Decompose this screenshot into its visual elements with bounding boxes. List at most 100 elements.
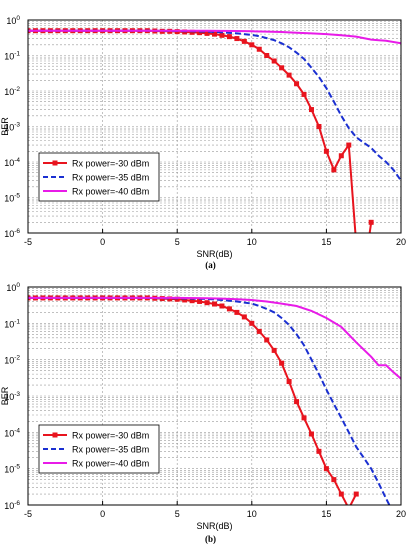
data-point — [286, 379, 292, 385]
data-point — [331, 477, 337, 483]
x-axis-title: SNR(dB) — [196, 521, 232, 531]
y-axis-title: BER — [0, 117, 10, 136]
data-point — [219, 32, 225, 38]
data-point — [219, 303, 225, 309]
data-point — [197, 30, 203, 36]
data-point — [189, 29, 195, 35]
x-tick-label: -5 — [24, 237, 32, 247]
chart-panel-a: -5 0 5 10 15 20 100 10-1 10-2 10-3 10-4 10-5 10-6 SNR… — [0, 15, 406, 270]
data-point — [256, 328, 262, 334]
series-1 — [28, 295, 359, 511]
y-tick-label: 10-1 — [4, 51, 20, 62]
x-tick-label: -5 — [24, 509, 32, 519]
series-2 — [28, 296, 391, 505]
x-tick-label: 0 — [100, 237, 105, 247]
data-point — [354, 241, 359, 246]
y-tick-label: 10-5 — [4, 464, 20, 475]
data-point — [353, 491, 359, 497]
data-point — [338, 491, 344, 497]
data-point — [346, 142, 352, 148]
series-line — [28, 296, 401, 380]
data-point — [234, 309, 240, 315]
y-tick-label: 10-5 — [4, 193, 20, 204]
x-tick-label: 5 — [175, 237, 180, 247]
y-tick-label: 10-4 — [4, 427, 20, 438]
y-tick-label: 10-3 — [4, 391, 20, 402]
y-tick-label: 100 — [6, 282, 20, 293]
x-tick-label: 10 — [247, 237, 257, 247]
plot-frame — [27, 19, 402, 234]
y-tick-label: 10-2 — [4, 86, 20, 97]
y-tick-label: 100 — [6, 15, 20, 26]
x-tick-label: 20 — [396, 237, 406, 247]
data-point — [323, 466, 329, 472]
data-point — [234, 36, 240, 42]
data-point — [308, 431, 314, 437]
legend: Rx power=-30 dBm Rx power=-35 dBm Rx power… — [38, 152, 160, 202]
y-axis-title: BER — [0, 386, 10, 405]
data-point — [249, 320, 255, 326]
legend-label: Rx power=-35 dBm — [72, 173, 149, 183]
data-point — [212, 31, 217, 37]
data-point — [331, 167, 337, 173]
data-point — [241, 38, 247, 44]
legend-marker — [52, 160, 58, 166]
data-point — [316, 124, 322, 129]
data-point — [271, 347, 277, 353]
legend-label: Rx power=-40 dBm — [72, 187, 149, 197]
data-point — [346, 506, 351, 511]
data-point — [316, 448, 322, 454]
figure-caption: (a) — [205, 260, 216, 270]
x-tick-label: 15 — [321, 509, 331, 519]
data-point — [294, 399, 300, 405]
series-3 — [28, 29, 401, 45]
series-line — [28, 29, 401, 182]
data-point — [271, 58, 277, 64]
data-point — [204, 300, 210, 306]
data-point — [212, 301, 217, 307]
data-point — [256, 46, 262, 52]
data-point — [301, 415, 307, 421]
y-tick-label: 10-6 — [4, 228, 20, 239]
series-line — [28, 29, 401, 45]
x-tick-label: 10 — [247, 509, 257, 519]
data-point — [308, 107, 314, 113]
data-point — [323, 148, 329, 154]
chart-panel-b: -5 0 5 10 15 20 100 10-1 10-2 10-3 10-4 10-5 10-6 SNR… — [0, 282, 406, 544]
data-point — [189, 298, 195, 304]
x-tick-label: 20 — [396, 509, 406, 519]
y-tick-label: 10-3 — [4, 122, 20, 133]
series-line — [28, 296, 391, 505]
data-point — [279, 65, 285, 71]
legend-label: Rx power=-30 dBm — [72, 159, 149, 169]
series-2 — [28, 29, 401, 182]
x-tick-label: 5 — [175, 509, 180, 519]
data-point — [338, 153, 344, 159]
legend-marker — [52, 432, 58, 438]
legend-label: Rx power=-30 dBm — [72, 431, 149, 441]
data-point — [279, 360, 285, 366]
data-point — [167, 296, 173, 302]
data-point — [226, 34, 232, 40]
data-point — [368, 219, 374, 225]
legend: Rx power=-30 dBm Rx power=-35 dBm Rx power… — [38, 424, 160, 474]
data-point — [294, 81, 300, 87]
legend-label: Rx power=-35 dBm — [72, 445, 149, 455]
figure-caption: (b) — [205, 534, 216, 544]
data-point — [286, 72, 292, 78]
x-axis-title: SNR(dB) — [196, 249, 232, 259]
data-point — [197, 298, 203, 304]
data-point — [264, 53, 270, 58]
data-point — [204, 30, 210, 36]
data-point — [249, 42, 255, 48]
data-point — [241, 314, 247, 320]
plot-frame — [27, 286, 402, 506]
x-tick-label: 15 — [321, 237, 331, 247]
y-tick-label: 10-1 — [4, 318, 20, 329]
data-point — [264, 337, 270, 343]
y-tick-label: 10-4 — [4, 157, 20, 168]
series-3 — [28, 296, 401, 380]
legend-label: Rx power=-40 dBm — [72, 459, 149, 469]
data-point — [301, 91, 307, 97]
